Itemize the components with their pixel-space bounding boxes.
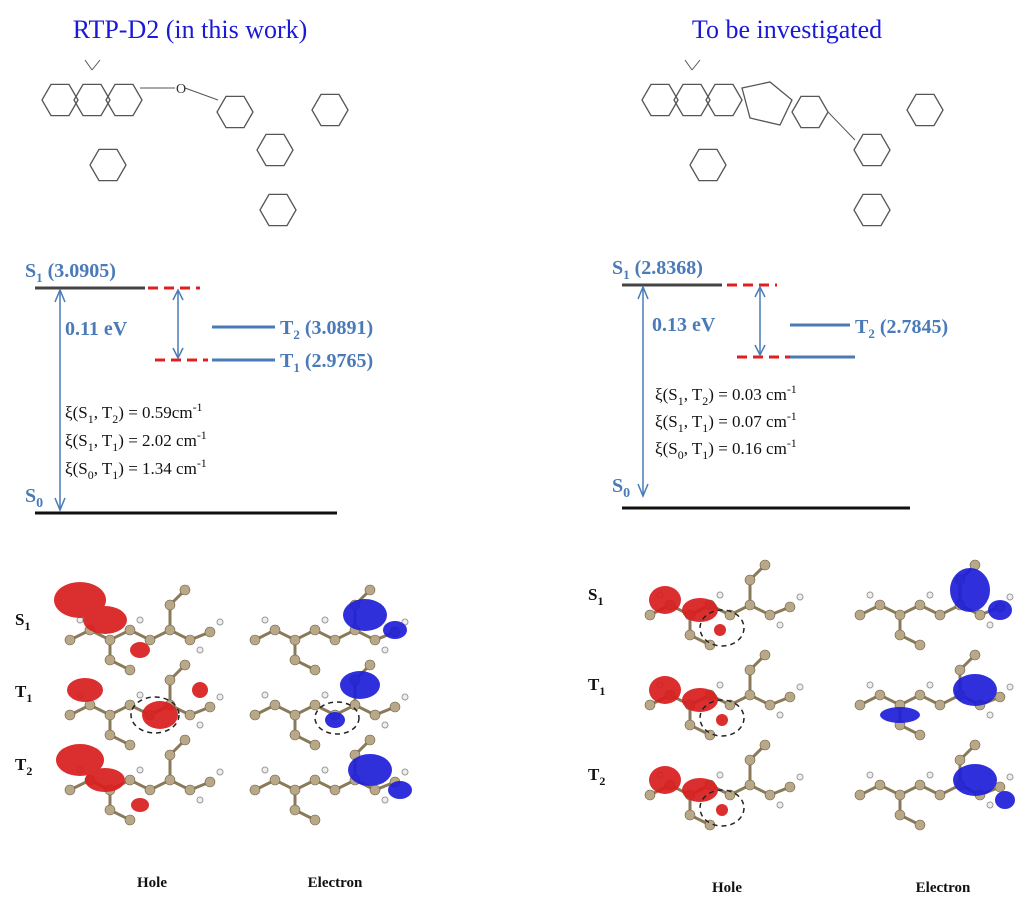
- state: S: [612, 257, 623, 279]
- energy-gap: 0.11 eV: [65, 318, 128, 340]
- soc-text: , T: [94, 403, 113, 422]
- panel-title: RTP-D2 (in this work): [73, 15, 308, 44]
- row-label: S1: [588, 585, 603, 608]
- state: T: [280, 350, 294, 372]
- state-label: S1 (2.8368): [612, 257, 703, 282]
- state: S: [588, 585, 597, 604]
- soc-text: , T: [94, 459, 113, 478]
- subscript: 1: [599, 684, 605, 698]
- soc-text: ) = 0.59cm: [118, 403, 192, 422]
- soc-text: , T: [94, 431, 113, 450]
- figure: RTP-D2 (in this work) To be investigated…: [0, 0, 1027, 899]
- state: T: [280, 317, 294, 339]
- state: T: [588, 675, 600, 694]
- superscript: -1: [197, 456, 207, 470]
- soc-text: , T: [684, 439, 703, 458]
- subscript: 2: [293, 327, 300, 342]
- subscript: 1: [597, 594, 603, 608]
- soc-text: ξ(S: [65, 403, 88, 422]
- soc-text: ξ(S: [655, 412, 678, 431]
- panel-title: To be investigated: [692, 15, 882, 44]
- row-label: T1: [588, 675, 605, 698]
- subscript: 1: [293, 360, 300, 375]
- molecule-structure: [642, 60, 943, 226]
- energy: (2.7845): [880, 316, 948, 338]
- soc-line: ξ(S1, T2) = 0.03 cm-1: [655, 382, 797, 408]
- soc-text: ) = 0.07 cm: [708, 412, 787, 431]
- state-label: S0: [25, 485, 43, 511]
- state-label: S0: [612, 475, 630, 501]
- subscript: 1: [24, 619, 30, 633]
- subscript: 1: [623, 267, 630, 282]
- energy: (3.0905): [48, 260, 116, 282]
- soc-text: ξ(S: [655, 439, 678, 458]
- state-label: T1 (2.9765): [280, 350, 373, 375]
- superscript: -1: [193, 400, 203, 414]
- soc-text: , T: [684, 385, 703, 404]
- state: S: [25, 485, 36, 507]
- subscript: 0: [623, 486, 630, 501]
- column-label: Hole: [137, 875, 167, 891]
- state: T: [15, 755, 27, 774]
- state: S: [612, 475, 623, 497]
- state: T: [15, 682, 27, 701]
- state-label: S1 (3.0905): [25, 260, 116, 285]
- state-label: T2 (2.7845): [855, 316, 948, 341]
- soc-line: ξ(S1, T1) = 2.02 cm-1: [65, 428, 207, 454]
- subscript: 2: [868, 326, 875, 341]
- subscript: 1: [26, 691, 32, 705]
- superscript: -1: [787, 409, 797, 423]
- soc-line: ξ(S1, T2) = 0.59cm-1: [65, 400, 203, 426]
- subscript: 2: [26, 764, 32, 778]
- soc-line: ξ(S1, T1) = 0.07 cm-1: [655, 409, 797, 435]
- subscript: 1: [36, 270, 43, 285]
- energy: (3.0891): [305, 317, 373, 339]
- row-label: T2: [15, 755, 32, 778]
- soc-text: ) = 0.16 cm: [708, 439, 787, 458]
- molecule-structure: O: [42, 60, 348, 226]
- energy-gap: 0.13 eV: [652, 314, 716, 336]
- superscript: -1: [197, 428, 207, 442]
- state: T: [855, 316, 869, 338]
- row-label: T1: [15, 682, 32, 705]
- svg-text:O: O: [176, 82, 186, 97]
- soc-line: ξ(S0, T1) = 0.16 cm-1: [655, 436, 797, 462]
- state-label: T2 (3.0891): [280, 317, 373, 342]
- state: T: [588, 765, 600, 784]
- soc-text: ξ(S: [65, 431, 88, 450]
- energy: (2.8368): [635, 257, 703, 279]
- column-label: Electron: [308, 875, 363, 891]
- superscript: -1: [787, 382, 797, 396]
- state: S: [15, 610, 24, 629]
- subscript: 2: [599, 774, 605, 788]
- column-label: Hole: [712, 880, 742, 896]
- row-label: S1: [15, 610, 30, 633]
- orbital-images: [54, 560, 1015, 830]
- row-label: T2: [588, 765, 605, 788]
- soc-line: ξ(S0, T1) = 1.34 cm-1: [65, 456, 207, 482]
- energy: (2.9765): [305, 350, 373, 372]
- soc-text: , T: [684, 412, 703, 431]
- superscript: -1: [787, 436, 797, 450]
- column-label: Electron: [916, 880, 971, 896]
- subscript: 0: [36, 496, 43, 511]
- soc-text: ξ(S: [65, 459, 88, 478]
- soc-text: ) = 2.02 cm: [118, 431, 197, 450]
- soc-text: ) = 0.03 cm: [708, 385, 787, 404]
- state: S: [25, 260, 36, 282]
- soc-text: ξ(S: [655, 385, 678, 404]
- soc-text: ) = 1.34 cm: [118, 459, 197, 478]
